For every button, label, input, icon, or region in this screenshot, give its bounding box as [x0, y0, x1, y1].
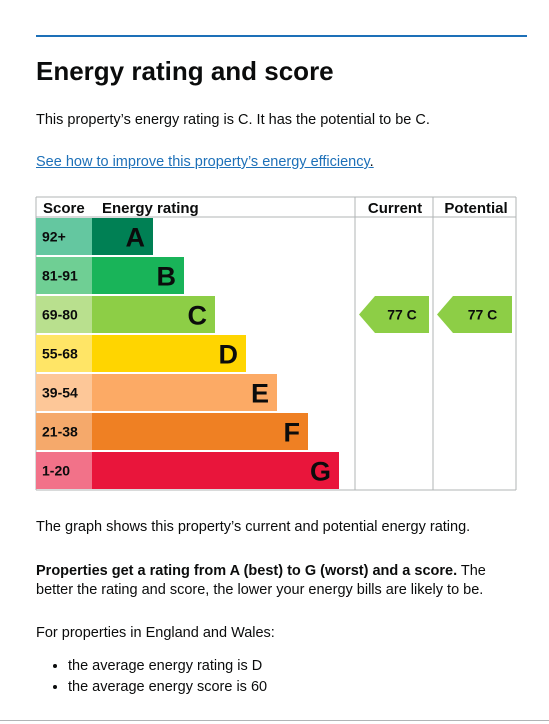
rating-letter-e: E: [251, 379, 269, 409]
header-score: Score: [43, 200, 85, 217]
energy-rating-chart: Score Energy rating Current Potential 92+ A 81…: [35, 196, 517, 491]
score-range-cell-c: [36, 296, 92, 333]
score-range-c: 69-80: [42, 307, 78, 323]
rating-bar-d: [92, 335, 246, 372]
rating-bar-c: [92, 296, 215, 333]
score-range-cell-a: [36, 218, 92, 255]
score-range-cell-b: [36, 257, 92, 294]
rating-letter-c: C: [188, 301, 208, 331]
bottom-divider: [0, 720, 549, 721]
score-range-g: 1-20: [42, 463, 70, 479]
link-suffix: .: [369, 154, 374, 170]
potential-rating-label: 77 C: [468, 307, 498, 323]
header-potential: Potential: [444, 200, 507, 217]
potential-rating-arrow: [437, 296, 512, 333]
rating-bar-f: [92, 413, 308, 450]
score-range-cell-g: [36, 452, 92, 489]
score-range-cell-d: [36, 335, 92, 372]
rating-letter-f: F: [284, 418, 301, 448]
score-range-cell-f: [36, 413, 92, 450]
rating-bar-b: [92, 257, 184, 294]
score-range-f: 21-38: [42, 424, 78, 440]
rating-explanation-bold: Properties get a rating from A (best) to…: [36, 563, 458, 579]
page-title: Energy rating and score: [36, 56, 334, 86]
header-energy-rating: Energy rating: [102, 200, 199, 217]
current-rating-arrow: [359, 296, 429, 333]
score-range-cell-e: [36, 374, 92, 411]
rating-letter-b: B: [157, 262, 177, 292]
list-item-average-rating: the average energy rating is D: [68, 656, 267, 677]
rating-letter-a: A: [126, 223, 146, 253]
rating-bar-g: [92, 452, 339, 489]
score-range-d: 55-68: [42, 346, 78, 362]
region-note: For properties in England and Wales:: [36, 625, 275, 641]
rating-letter-g: G: [310, 457, 331, 487]
rating-bar-e: [92, 374, 277, 411]
rating-letter-d: D: [219, 340, 239, 370]
rating-explanation: Properties get a rating from A (best) to…: [36, 562, 516, 600]
current-rating-label: 77 C: [387, 307, 417, 323]
score-range-a: 92+: [42, 229, 66, 245]
graph-description: The graph shows this property’s current …: [36, 519, 471, 535]
score-range-b: 81-91: [42, 268, 78, 284]
rating-bar-a: [92, 218, 153, 255]
list-item-average-score: the average energy score is 60: [68, 677, 267, 698]
averages-list: the average energy rating is D the avera…: [36, 656, 267, 698]
top-divider: [36, 35, 527, 37]
header-current: Current: [368, 200, 422, 217]
rating-summary: This property’s energy rating is C. It h…: [36, 112, 430, 128]
score-range-e: 39-54: [42, 385, 78, 401]
rating-explanation-rest: The better the rating and score, the low…: [36, 563, 486, 598]
improve-efficiency-link[interactable]: See how to improve this property’s energ…: [36, 153, 516, 172]
improve-efficiency-link-text[interactable]: See how to improve this property’s energ…: [36, 154, 370, 170]
